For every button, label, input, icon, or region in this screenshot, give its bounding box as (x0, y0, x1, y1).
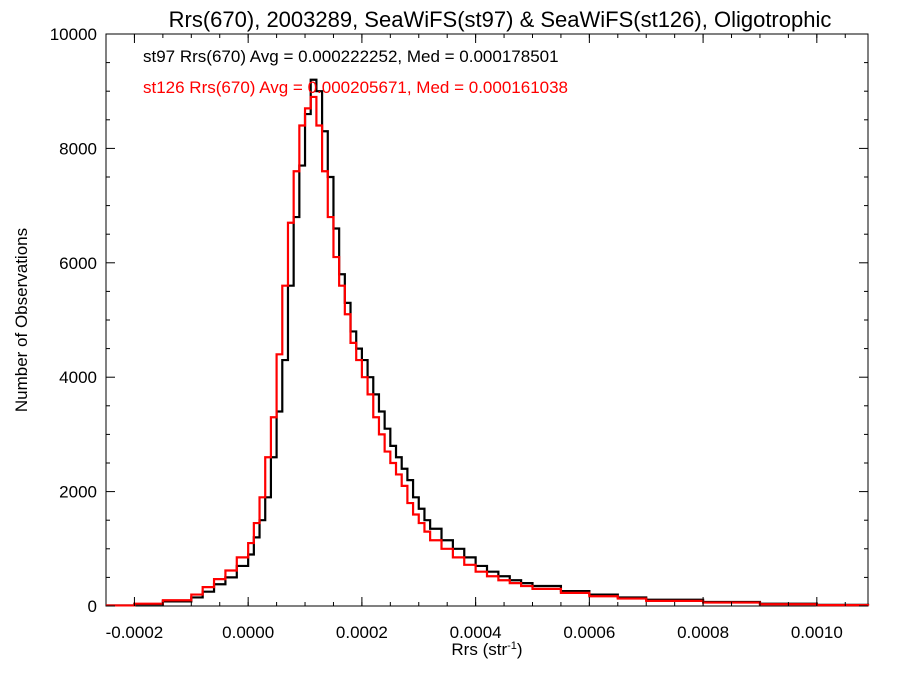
x-tick-label: 0.0006 (563, 623, 615, 642)
chart-title: Rrs(670), 2003289, SeaWiFS(st97) & SeaWi… (169, 7, 832, 32)
annotation-st97: st97 Rrs(670) Avg = 0.000222252, Med = 0… (143, 47, 559, 66)
y-axis-label: Number of Observations (12, 228, 31, 412)
x-axis-label-main: Rrs (str (451, 640, 507, 659)
x-tick-label: 0.0000 (222, 623, 274, 642)
y-tick-label: 8000 (59, 139, 97, 158)
y-axis: 0 2000 4000 6000 8000 10000 (50, 25, 868, 616)
y-tick-label: 6000 (59, 254, 97, 273)
x-tick-label: 0.0002 (336, 623, 388, 642)
annotation-st126: st126 Rrs(670) Avg = 0.000205671, Med = … (143, 78, 568, 97)
x-axis-label-close: ) (517, 640, 523, 659)
x-tick-label: -0.0002 (106, 623, 164, 642)
x-tick-label: 0.0008 (677, 623, 729, 642)
y-tick-label: 2000 (59, 483, 97, 502)
x-tick-label: 0.0004 (450, 623, 502, 642)
y-tick-label: 10000 (50, 25, 97, 44)
x-axis-label-sup: -1 (507, 640, 517, 652)
y-tick-label: 0 (88, 597, 97, 616)
series-layer (106, 78, 870, 607)
x-axis: -0.0002 0.0000 0.0002 0.0004 0.0006 0.0008 0.0… (106, 34, 846, 642)
x-tick-label: 0.0010 (791, 623, 843, 642)
y-tick-label: 4000 (59, 368, 97, 387)
series-line-0 (106, 78, 870, 607)
x-axis-label: Rrs (str-1) (451, 640, 522, 659)
plot-frame (105, 33, 869, 607)
series-line-1 (106, 95, 870, 607)
